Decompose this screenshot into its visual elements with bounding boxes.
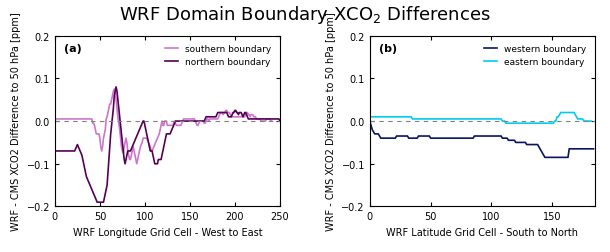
northern boundary	[212, 116, 219, 119]
southern boundary	[268, 120, 275, 123]
northern boundary	[56, 150, 63, 153]
southern boundary	[133, 163, 140, 166]
Text: WRF Domain Boundary XCO$_2$ Differences: WRF Domain Boundary XCO$_2$ Differences	[119, 4, 491, 26]
northern boundary	[277, 120, 284, 123]
eastern boundary	[400, 116, 407, 119]
Line: northern boundary: northern boundary	[55, 88, 281, 202]
Y-axis label: WRF - CMS XCO2 Difference to 50 hPa [ppm]: WRF - CMS XCO2 Difference to 50 hPa [ppm…	[11, 13, 21, 231]
Legend: southern boundary, northern boundary: southern boundary, northern boundary	[161, 41, 275, 71]
southern boundary	[176, 124, 183, 127]
western boundary	[401, 135, 409, 138]
southern boundary	[165, 124, 173, 127]
northern boundary	[232, 109, 239, 112]
eastern boundary	[478, 118, 486, 121]
western boundary	[414, 137, 421, 140]
X-axis label: WRF Longitude Grid Cell - West to East: WRF Longitude Grid Cell - West to East	[73, 227, 262, 237]
Text: (b): (b)	[379, 43, 397, 53]
northern boundary	[197, 120, 204, 123]
Text: (a): (a)	[64, 43, 82, 53]
western boundary	[366, 120, 373, 123]
western boundary	[415, 135, 422, 138]
Line: western boundary: western boundary	[370, 122, 594, 158]
eastern boundary	[367, 116, 375, 119]
X-axis label: WRF Latitude Grid Cell - South to North: WRF Latitude Grid Cell - South to North	[386, 227, 578, 237]
southern boundary	[51, 118, 59, 121]
southern boundary	[168, 124, 176, 127]
western boundary	[460, 137, 467, 140]
northern boundary	[112, 86, 120, 89]
southern boundary	[197, 120, 204, 123]
eastern boundary	[502, 122, 509, 125]
eastern boundary	[395, 116, 403, 119]
Line: eastern boundary: eastern boundary	[370, 113, 591, 124]
northern boundary	[93, 201, 101, 204]
Y-axis label: WRF - CMS XCO2 Difference to 50 hPa [ppm]: WRF - CMS XCO2 Difference to 50 hPa [ppm…	[326, 13, 336, 231]
southern boundary	[110, 88, 118, 91]
western boundary	[518, 141, 525, 144]
western boundary	[552, 156, 559, 159]
eastern boundary	[587, 120, 595, 123]
eastern boundary	[436, 118, 443, 121]
western boundary	[541, 156, 548, 159]
eastern boundary	[557, 112, 564, 115]
Legend: western boundary, eastern boundary: western boundary, eastern boundary	[480, 41, 590, 71]
eastern boundary	[366, 116, 373, 119]
eastern boundary	[461, 118, 468, 121]
northern boundary	[273, 118, 281, 121]
southern boundary	[129, 146, 137, 149]
northern boundary	[121, 158, 128, 161]
Line: southern boundary: southern boundary	[55, 90, 271, 164]
western boundary	[590, 148, 597, 151]
northern boundary	[51, 150, 59, 153]
southern boundary	[59, 118, 66, 121]
